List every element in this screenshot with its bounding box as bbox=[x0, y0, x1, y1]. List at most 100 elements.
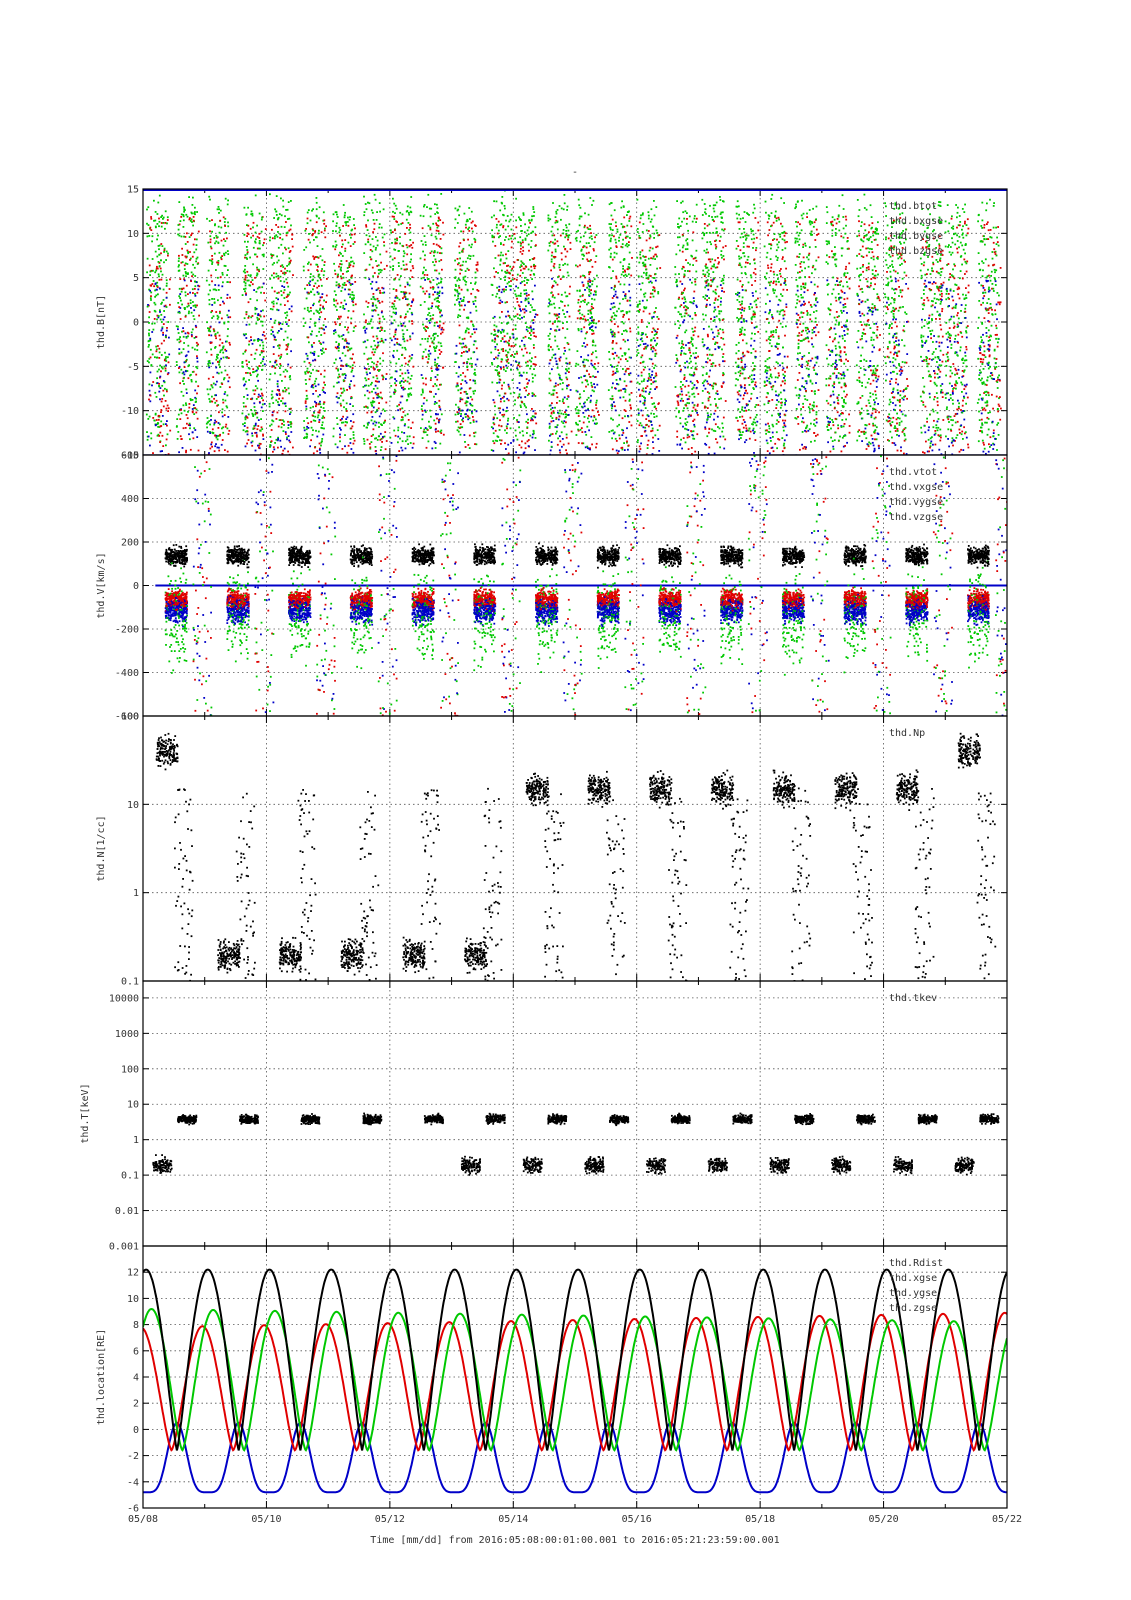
data-point bbox=[155, 424, 157, 426]
data-point bbox=[533, 346, 535, 349]
data-point bbox=[594, 326, 597, 329]
data-point bbox=[247, 439, 250, 441]
data-point bbox=[435, 365, 438, 368]
data-point bbox=[381, 441, 383, 443]
data-point bbox=[224, 265, 227, 267]
data-point bbox=[165, 407, 168, 410]
data-point bbox=[505, 410, 508, 413]
data-point bbox=[618, 423, 620, 426]
data-point bbox=[622, 368, 624, 370]
data-point bbox=[192, 219, 195, 222]
data-point bbox=[584, 231, 587, 234]
data-point bbox=[182, 335, 185, 338]
data-point bbox=[223, 254, 226, 257]
data-point bbox=[502, 243, 505, 246]
data-point bbox=[246, 363, 248, 366]
data-point bbox=[465, 226, 467, 229]
data-point bbox=[166, 222, 168, 225]
data-point bbox=[219, 366, 221, 369]
data-point bbox=[454, 283, 457, 286]
data-point bbox=[529, 274, 532, 276]
data-point bbox=[287, 435, 290, 437]
data-point bbox=[627, 273, 630, 276]
data-point bbox=[150, 295, 152, 298]
data-point bbox=[534, 313, 537, 316]
data-point bbox=[579, 305, 581, 308]
data-point bbox=[406, 369, 409, 372]
data-point bbox=[393, 417, 396, 420]
data-point bbox=[181, 254, 184, 256]
data-point bbox=[340, 428, 342, 431]
data-point bbox=[315, 221, 318, 224]
data-point bbox=[506, 427, 508, 430]
data-point bbox=[345, 365, 348, 367]
data-point bbox=[442, 366, 445, 369]
data-point bbox=[628, 220, 631, 222]
data-point bbox=[514, 429, 517, 432]
data-point bbox=[500, 367, 502, 370]
data-point bbox=[159, 311, 161, 313]
data-point bbox=[503, 368, 505, 371]
data-point bbox=[288, 293, 290, 296]
data-point bbox=[456, 258, 459, 260]
data-point bbox=[440, 351, 443, 353]
data-point bbox=[189, 438, 191, 441]
data-point bbox=[402, 250, 405, 253]
data-point bbox=[252, 221, 255, 224]
data-point bbox=[280, 364, 282, 367]
data-point bbox=[561, 445, 563, 448]
data-point bbox=[565, 368, 568, 371]
data-point bbox=[254, 413, 257, 416]
data-point bbox=[466, 366, 469, 368]
data-point bbox=[336, 392, 339, 395]
data-point bbox=[154, 211, 157, 213]
data-point bbox=[507, 264, 510, 267]
data-point bbox=[551, 407, 554, 409]
data-point bbox=[375, 393, 378, 396]
data-point bbox=[220, 382, 223, 385]
data-point bbox=[394, 378, 396, 380]
data-point bbox=[457, 389, 460, 392]
data-point bbox=[306, 357, 309, 360]
data-point bbox=[394, 229, 396, 232]
data-point bbox=[596, 422, 598, 425]
data-point bbox=[245, 246, 248, 248]
data-point bbox=[258, 232, 261, 235]
data-point bbox=[392, 307, 395, 310]
data-point bbox=[208, 366, 211, 369]
data-point bbox=[378, 421, 380, 424]
data-point bbox=[155, 284, 158, 287]
data-point bbox=[181, 261, 184, 263]
data-point bbox=[585, 246, 588, 249]
data-point bbox=[269, 444, 272, 446]
data-point bbox=[623, 225, 626, 228]
data-point bbox=[556, 228, 559, 231]
data-point bbox=[334, 248, 337, 251]
data-point bbox=[269, 278, 272, 280]
data-point bbox=[323, 299, 325, 302]
data-point bbox=[511, 278, 514, 281]
data-point bbox=[321, 462, 323, 464]
data-point bbox=[207, 241, 210, 244]
data-point bbox=[281, 452, 284, 455]
data-point bbox=[340, 266, 342, 269]
data-point bbox=[502, 408, 505, 411]
data-point bbox=[290, 421, 292, 424]
data-point bbox=[566, 321, 568, 323]
data-point bbox=[525, 386, 528, 388]
data-point bbox=[195, 260, 197, 263]
data-point bbox=[258, 314, 261, 317]
data-point bbox=[519, 236, 522, 239]
data-point bbox=[336, 417, 338, 419]
data-point bbox=[440, 413, 443, 416]
data-point bbox=[457, 284, 460, 287]
data-point bbox=[333, 300, 336, 302]
data-point bbox=[394, 277, 396, 280]
data-point bbox=[270, 429, 273, 431]
data-point bbox=[155, 382, 158, 385]
data-point bbox=[244, 278, 247, 281]
data-point bbox=[190, 307, 192, 309]
data-point bbox=[288, 270, 291, 273]
data-point bbox=[312, 275, 315, 278]
data-point bbox=[313, 354, 315, 356]
